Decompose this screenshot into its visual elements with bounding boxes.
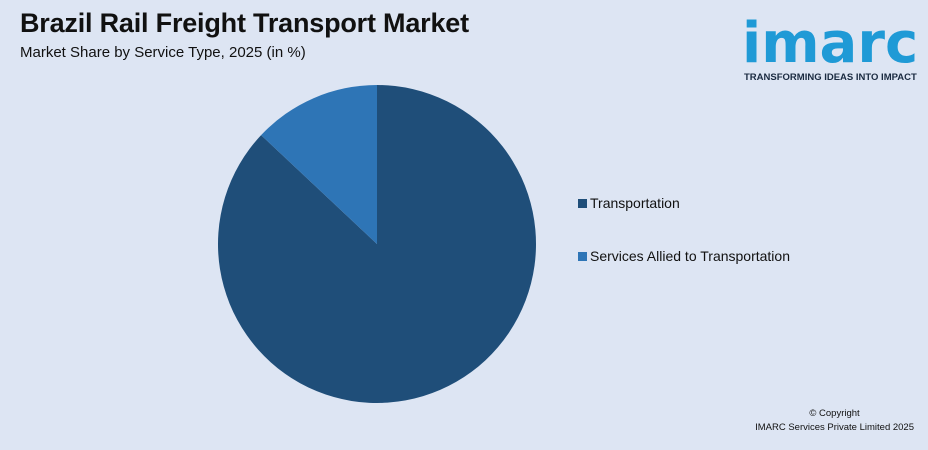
company-line: IMARC Services Private Limited 2025 (755, 422, 914, 433)
logo-tagline: TRANSFORMING IDEAS INTO IMPACT (744, 72, 917, 83)
legend-item-services-allied: Services Allied to Transportation (578, 246, 790, 266)
chart-title: Brazil Rail Freight Transport Market (20, 8, 469, 38)
pie-slice-services-allied-to-transportation (261, 85, 377, 244)
copyright-line: © Copyright (809, 408, 860, 419)
legend-label-transportation: Transportation (590, 195, 680, 211)
legend-swatch-transportation (578, 198, 587, 208)
chart-legend: Transportation Services Allied to Transp… (578, 193, 790, 299)
legend-item-transportation: Transportation (578, 193, 790, 213)
logo-wordmark: imarc (742, 11, 919, 76)
copyright-footer: © Copyright IMARC Services Private Limit… (755, 407, 914, 435)
legend-swatch-services-allied (578, 251, 587, 261)
chart-subtitle: Market Share by Service Type, 2025 (in %… (20, 44, 306, 61)
legend-label-services-allied: Services Allied to Transportation (590, 248, 790, 264)
imarc-logo: imarc TRANSFORMING IDEAS INTO IMPACT (742, 6, 922, 86)
